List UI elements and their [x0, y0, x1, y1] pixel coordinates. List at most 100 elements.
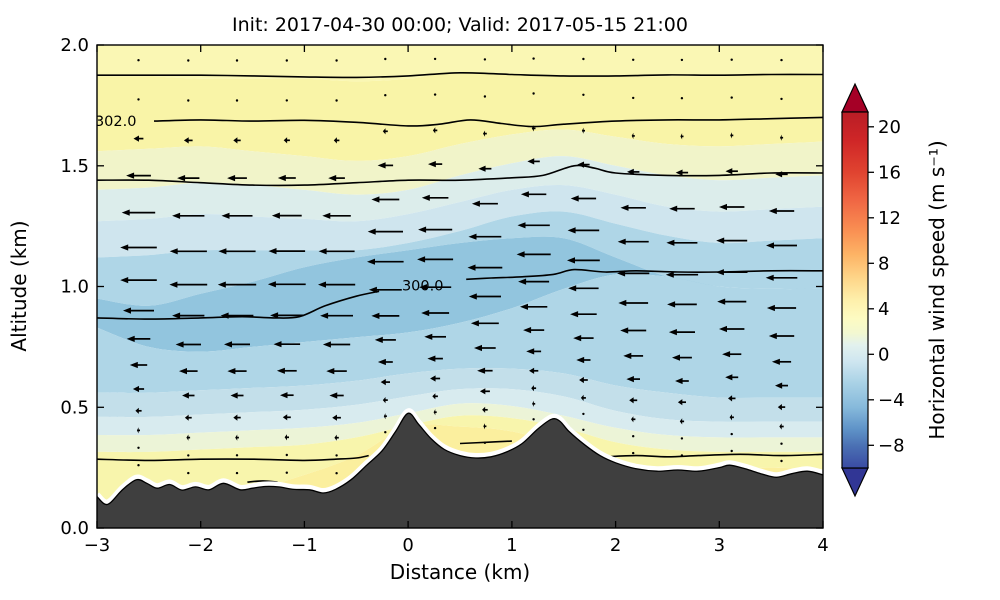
- quiver-arrowhead: [518, 278, 527, 285]
- quiver-arrowhead: [717, 298, 726, 305]
- quiver-arrowhead: [527, 158, 535, 165]
- quiver-dot: [532, 418, 535, 421]
- quiver-dot: [433, 93, 437, 96]
- quiver-arrowhead: [777, 404, 782, 411]
- quiver-arrowhead: [318, 281, 326, 288]
- quiver-arrowhead: [725, 374, 733, 381]
- quiver-arrowhead: [268, 248, 277, 255]
- quiver-dot: [285, 453, 288, 457]
- quiver-arrowhead: [482, 406, 486, 413]
- quiver-arrowhead: [224, 341, 232, 348]
- quiver-arrowhead: [120, 277, 129, 284]
- x-tick-label: 0: [402, 535, 413, 556]
- quiver-arrowhead: [183, 137, 189, 144]
- quiver-arrowhead: [230, 392, 238, 399]
- quiver-arrowhead: [780, 134, 782, 141]
- quiver-arrowhead: [626, 376, 634, 383]
- quiver-arrowhead: [478, 165, 486, 172]
- quiver-dot: [680, 97, 684, 100]
- wind-vectors: [120, 57, 798, 475]
- x-tick-label: 3: [714, 535, 725, 556]
- band-fill: [97, 211, 823, 306]
- quiver-arrowhead: [121, 209, 130, 216]
- quiver-arrowhead: [282, 414, 288, 421]
- quiver-arrowhead: [424, 333, 433, 340]
- quiver-arrowhead: [617, 270, 626, 277]
- quiver-arrowhead: [768, 332, 777, 340]
- quiver-dot: [582, 93, 585, 97]
- quiver-arrowhead: [235, 434, 238, 441]
- quiver-arrowhead: [468, 233, 477, 240]
- quiver-dot: [680, 58, 684, 62]
- quiver-arrowhead: [627, 168, 634, 175]
- quiver-arrowhead: [576, 356, 585, 364]
- quiver-arrowhead: [631, 132, 634, 139]
- quiver-arrowhead: [371, 312, 380, 319]
- quiver-dot: [285, 59, 288, 62]
- x-tick-label: 2: [610, 535, 621, 556]
- quiver-arrowhead: [233, 414, 238, 421]
- quiver-arrowhead: [768, 207, 777, 215]
- quiver-arrowhead: [273, 341, 282, 348]
- quiver-arrowhead: [715, 269, 724, 276]
- quiver-dot: [780, 58, 783, 62]
- quiver-arrowhead: [332, 414, 337, 421]
- quiver-arrowhead: [320, 312, 329, 319]
- quiver-dot: [680, 454, 684, 457]
- quiver-arrowhead: [371, 196, 380, 203]
- quiver-arrowhead: [532, 400, 534, 407]
- quiver-arrowhead: [433, 409, 436, 416]
- quiver-arrowhead: [318, 248, 327, 255]
- quiver-arrowhead: [333, 137, 337, 144]
- quiver-arrowhead: [329, 392, 338, 399]
- quiver-arrowhead: [668, 329, 677, 336]
- quiver-arrowhead: [520, 303, 528, 310]
- quiver-arrowhead: [629, 397, 634, 404]
- quiver-arrowhead: [380, 379, 386, 386]
- quiver-arrowhead: [432, 393, 436, 400]
- quiver-dot: [384, 57, 387, 61]
- quiver-dot: [780, 97, 783, 101]
- x-tick-label: 4: [817, 535, 828, 556]
- quiver-arrowhead: [716, 237, 725, 244]
- quiver-arrowhead: [186, 434, 189, 441]
- quiver-arrowhead: [516, 251, 525, 258]
- quiver-dot: [137, 59, 140, 62]
- quiver-arrowhead: [471, 200, 480, 207]
- colorbar-tick-label: 16: [878, 162, 901, 183]
- band-fill: [97, 403, 823, 453]
- quiver-arrowhead: [126, 335, 135, 342]
- quiver-dot: [285, 471, 288, 474]
- x-tick-label: 1: [506, 535, 517, 556]
- x-axis-label: Distance (km): [390, 560, 530, 584]
- quiver-arrowhead: [267, 281, 276, 288]
- quiver-arrowhead: [730, 132, 732, 139]
- quiver-arrowhead: [136, 427, 139, 434]
- band-fill: [97, 45, 823, 82]
- quiver-arrowhead: [418, 226, 427, 233]
- quiver-arrowhead: [675, 169, 683, 176]
- quiver-arrowhead: [419, 284, 427, 291]
- quiver-dot: [483, 58, 487, 61]
- quiver-arrowhead: [667, 301, 676, 308]
- quiver-arrowhead: [766, 242, 774, 249]
- quiver-dot: [730, 432, 733, 436]
- band-fill: [97, 71, 823, 161]
- quiver-arrowhead: [680, 133, 683, 140]
- quiver-arrowhead: [479, 388, 486, 395]
- quiver-arrowhead: [474, 344, 482, 352]
- quiver-dot: [433, 57, 437, 61]
- quiver-arrowhead: [367, 228, 376, 235]
- theta-contour-line: [153, 116, 823, 128]
- axis-ticks: [96, 44, 824, 529]
- quiver-arrowhead: [421, 309, 430, 317]
- y-tick-labels: 0.0 0.5 1.0 1.5 2.0: [60, 35, 89, 539]
- quiver-arrowhead: [665, 271, 674, 278]
- quiver-arrowhead: [328, 175, 337, 182]
- quiver-arrowhead: [270, 312, 279, 319]
- quiver-arrowhead: [277, 174, 286, 182]
- quiver-arrowhead: [217, 281, 226, 288]
- quiver-arrowhead: [679, 418, 683, 425]
